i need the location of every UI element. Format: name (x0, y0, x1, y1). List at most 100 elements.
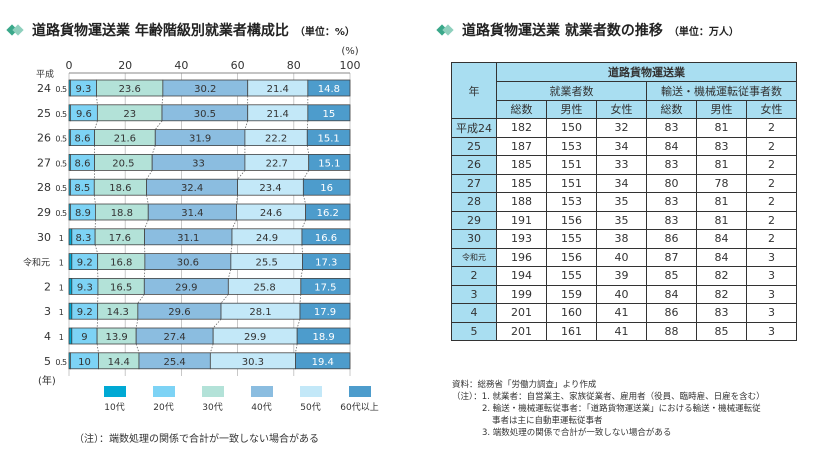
bar-segment (68, 228, 73, 246)
bar-segment (68, 302, 73, 320)
x-tick-label: 60 (231, 59, 245, 72)
value-cell: 2 (746, 210, 797, 230)
connector-line (236, 195, 238, 205)
bar-value-label: 18.9 (312, 332, 334, 343)
year-label: 28 (37, 181, 51, 194)
bar-value-label: 24.9 (256, 233, 278, 244)
teen-share-label: 1 (59, 333, 64, 342)
bar-value-label: 10 (78, 357, 91, 368)
bar-segment (68, 327, 73, 345)
value-cell: 2 (746, 118, 797, 138)
legend-label: 40代 (251, 403, 272, 413)
year-cell: 26 (451, 155, 497, 175)
employment-table: 年 道路貨物運送業 就業者数 輸送・機械運転従事者数 総数 男性 女性 総数 男性 女性 … (451, 62, 797, 341)
bar-value-label: 30.3 (242, 357, 264, 368)
value-cell: 81 (696, 155, 747, 175)
value-cell: 81 (696, 118, 747, 138)
bar-segment (306, 129, 351, 147)
connector-line (94, 244, 98, 254)
year-label: 30 (37, 231, 51, 244)
connector-line (137, 294, 145, 304)
bar-value-label: 20.5 (112, 158, 134, 169)
legend-swatch (348, 386, 371, 397)
value-cell: 2 (746, 155, 797, 175)
connector-line (306, 145, 310, 155)
value-cell: 2 (746, 229, 797, 249)
value-cell: 2 (746, 173, 797, 193)
connector-line (231, 219, 237, 229)
value-cell: 2 (746, 192, 797, 212)
bar-value-label: 8.6 (75, 158, 91, 169)
bar-value-label: 15.1 (318, 158, 340, 169)
title-text: 道路貨物運送業 年齢階級別就業者構成比 (32, 23, 289, 39)
value-cell: 38 (596, 229, 647, 249)
value-cell: 83 (646, 192, 697, 212)
value-cell: 153 (546, 192, 597, 212)
legend-item: 10代 (90, 386, 139, 413)
teen-share-label: 1 (59, 259, 64, 268)
legend-label: 10代 (104, 403, 125, 413)
year-label: 5 (44, 355, 51, 368)
bar-value-label: 25.5 (256, 258, 278, 269)
year-label: 26 (37, 132, 51, 145)
connector-line (296, 319, 301, 329)
year-label: 24 (37, 82, 51, 95)
connector-line (154, 120, 163, 130)
legend-item: 60代以上 (335, 386, 384, 413)
value-cell: 2 (746, 136, 797, 156)
bar-value-label: 9.2 (77, 258, 93, 269)
year-label: 令和元 (23, 257, 50, 269)
connector-line (96, 95, 98, 105)
value-cell: 82 (696, 284, 747, 304)
value-cell: 83 (646, 210, 697, 230)
value-cell: 83 (646, 118, 697, 138)
bar-value-label: 30.6 (177, 258, 199, 269)
value-cell: 32 (596, 118, 647, 138)
value-cell: 85 (646, 266, 697, 286)
table-row: 3 199 159 40 84 82 3 (451, 284, 797, 304)
bar-value-label: 14.4 (108, 357, 130, 368)
value-cell: 3 (746, 303, 797, 323)
value-cell: 161 (546, 321, 597, 341)
teen-share-label: 0.5 (55, 358, 67, 367)
bar-value-label: 8.9 (75, 208, 91, 219)
value-cell: 86 (646, 229, 697, 249)
legend-label: 50代 (300, 403, 321, 413)
bar-value-label: 17.9 (314, 307, 336, 318)
bar-value-label: 8.5 (74, 183, 90, 194)
year-cell: 3 (451, 284, 497, 304)
bar-value-label: 30.2 (194, 84, 216, 95)
bar-value-label: 33 (192, 158, 205, 169)
year-cell: 28 (451, 192, 497, 212)
value-cell: 34 (596, 173, 647, 193)
table-row: 平成24 182 150 32 83 81 2 (451, 118, 797, 138)
bar-value-label: 17.6 (109, 233, 131, 244)
table-row: 27 185 151 34 80 78 2 (451, 173, 797, 193)
connector-line (300, 269, 303, 279)
title-text: 道路貨物運送業 就業者数の推移 (462, 23, 663, 39)
table-row: 5 201 161 41 88 85 3 (451, 321, 797, 341)
bar-value-label: 21.6 (114, 134, 136, 145)
y-axis-unit: (年) (38, 374, 56, 387)
note-2: 2. 輸送・機械運転従事者：「道路貨物運送業」における輸送・機械運転従 (482, 404, 761, 414)
note-3: 3. 端数処理の関係で合計が一致しない場合がある (482, 428, 672, 438)
sub-header-employed: 就業者数 (496, 81, 647, 101)
group-header: 道路貨物運送業 (496, 62, 797, 82)
year-cell: 令和元 (451, 247, 497, 267)
value-cell: 194 (496, 266, 547, 286)
year-label: 29 (37, 206, 51, 219)
value-cell: 193 (496, 229, 547, 249)
title-unit: （単位：%） (294, 26, 355, 38)
value-cell: 199 (496, 284, 547, 304)
value-cell: 159 (546, 284, 597, 304)
table-row: 令和元 196 156 40 87 84 3 (451, 247, 797, 267)
value-cell: 3 (746, 321, 797, 341)
table-row: 30 193 155 38 86 84 2 (451, 229, 797, 249)
connector-line (301, 219, 306, 229)
bar-value-label: 25.8 (253, 282, 275, 293)
year-label: 4 (44, 330, 51, 343)
value-cell: 35 (596, 192, 647, 212)
value-cell: 40 (596, 284, 647, 304)
column-header: 男性 (546, 99, 597, 119)
bar-segment (68, 253, 73, 271)
